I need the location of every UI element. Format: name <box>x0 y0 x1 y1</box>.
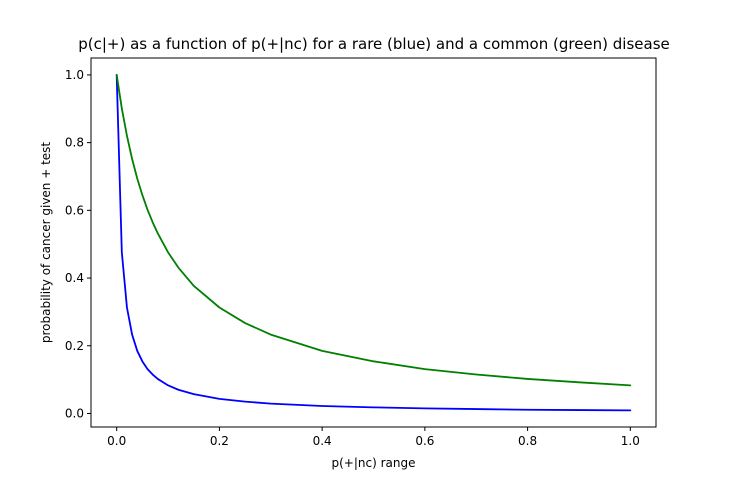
y-tick-label: 0.2 <box>65 339 84 353</box>
x-tick-label: 0.6 <box>415 434 434 448</box>
x-tick-label: 0.4 <box>313 434 332 448</box>
plot-frame <box>90 57 657 428</box>
series-line-0 <box>115 74 632 412</box>
x-axis-ticks: 0.0 0.2 0.4 0.6 0.8 1.0 <box>107 427 640 448</box>
x-tick-label: 0.0 <box>107 434 126 448</box>
series-line-1 <box>115 74 632 387</box>
x-axis-label: p(+|nc) range <box>332 456 416 470</box>
plot-lines <box>115 74 632 412</box>
y-tick-label: 0.8 <box>65 136 84 150</box>
x-tick-label: 0.2 <box>210 434 229 448</box>
chart-title: p(c|+) as a function of p(+|nc) for a ra… <box>78 35 670 53</box>
y-tick-label: 0.0 <box>65 406 84 420</box>
y-axis-label: probability of cancer given + test <box>39 142 53 344</box>
y-axis-ticks: 0.0 0.2 0.4 0.6 0.8 1.0 <box>65 68 91 420</box>
y-tick-label: 1.0 <box>65 68 84 82</box>
x-tick-label: 0.8 <box>518 434 537 448</box>
y-tick-label: 0.4 <box>65 271 84 285</box>
x-tick-label: 1.0 <box>621 434 640 448</box>
y-tick-label: 0.6 <box>65 203 84 217</box>
